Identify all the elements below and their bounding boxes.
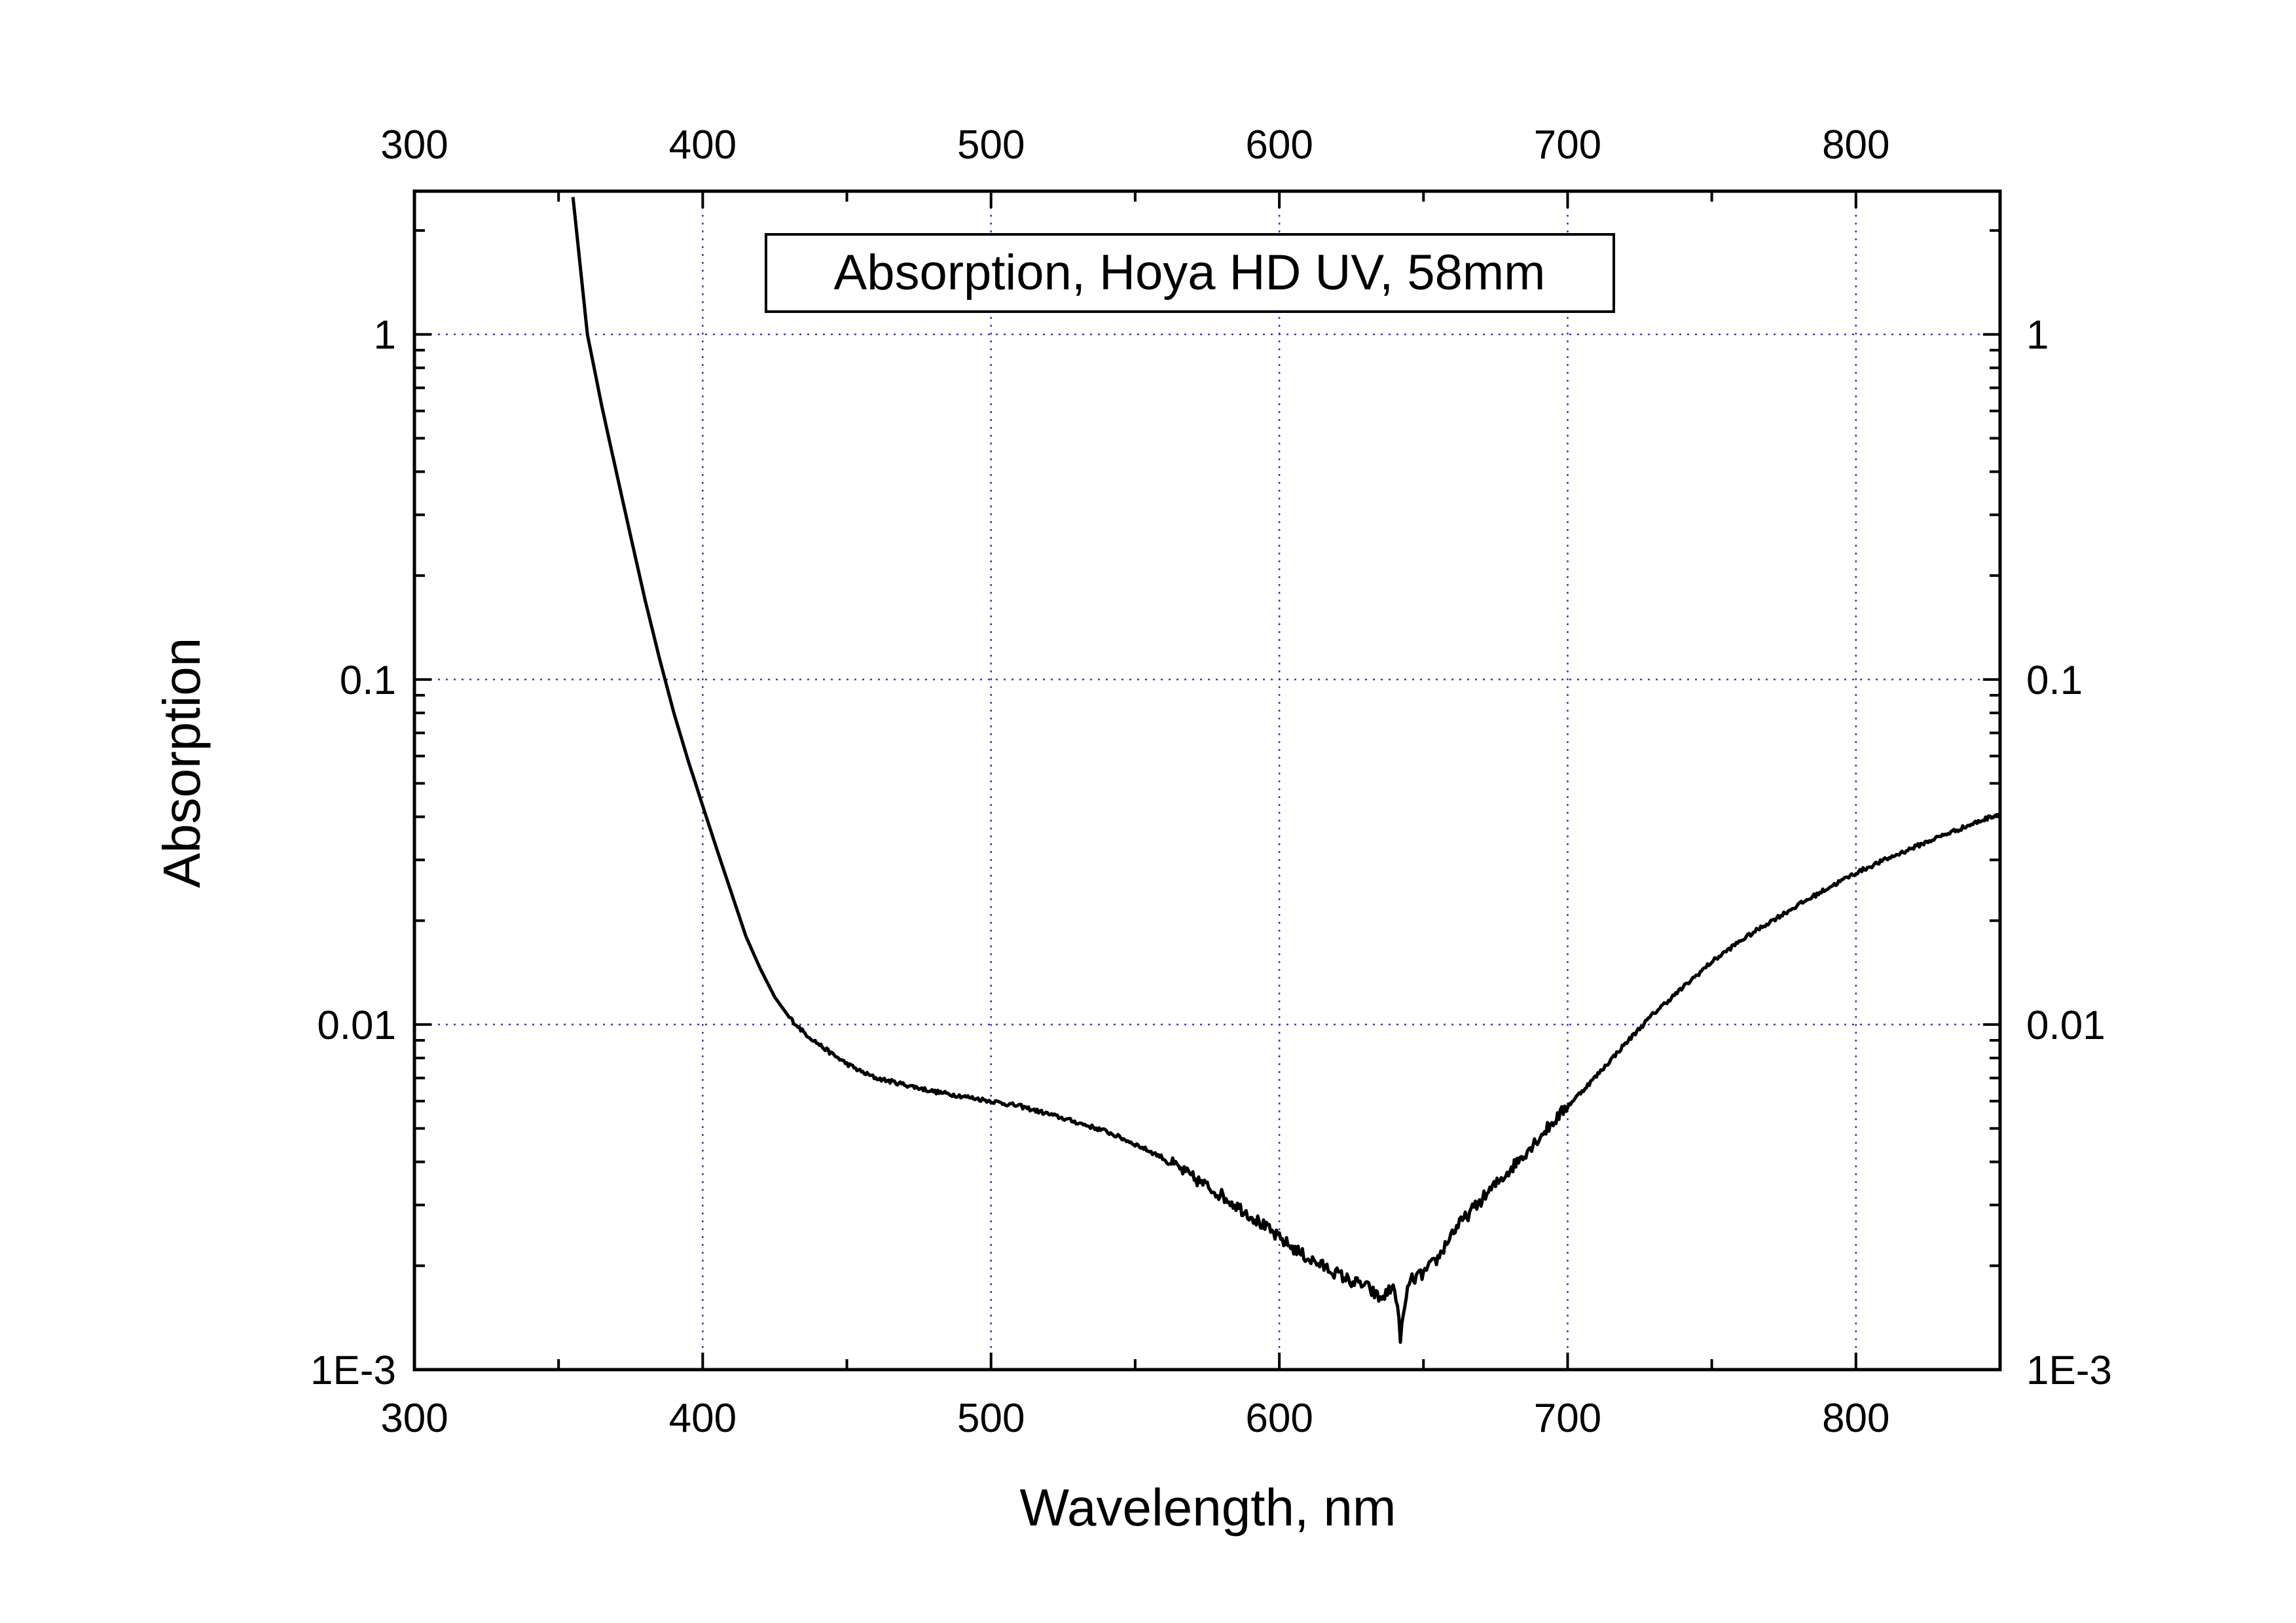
chart-title-box: Absorption, Hoya HD UV, 58mm [765, 233, 1615, 313]
x-tick-label-bottom: 800 [1822, 1396, 1889, 1441]
y-tick-label-right: 0.1 [2026, 658, 2083, 703]
x-axis-title: Wavelength, nm [1019, 1478, 1396, 1537]
x-tick-label-bottom: 300 [380, 1396, 448, 1441]
tick-marks [413, 191, 2001, 1371]
tick-labels: 300 300 400 400 500 500 600 600 700 700 800 800 1E-3… [310, 122, 2112, 1441]
x-tick-label-bottom: 600 [1245, 1396, 1313, 1441]
chart-title: Absorption, Hoya HD UV, 58mm [834, 245, 1546, 301]
x-tick-label-top: 500 [957, 122, 1025, 168]
y-tick-label-left: 1 [374, 313, 396, 358]
title-box-border [765, 233, 1615, 313]
y-tick-label-left: 1E-3 [310, 1348, 396, 1393]
y-axis-title: Absorption [153, 638, 211, 888]
x-tick-label-top: 600 [1245, 122, 1313, 168]
plot-frame [412, 189, 2002, 1372]
x-tick-label-bottom: 500 [957, 1396, 1025, 1441]
x-tick-label-top: 300 [380, 122, 448, 168]
x-tick-label-bottom: 700 [1534, 1396, 1601, 1441]
y-tick-label-right: 1 [2026, 313, 2049, 358]
y-tick-label-right: 0.01 [2026, 1003, 2105, 1048]
grid-lines [414, 191, 2000, 1370]
y-tick-label-left: 0.1 [340, 658, 396, 703]
x-tick-label-top: 700 [1534, 122, 1601, 168]
data-series [571, 196, 2001, 1344]
x-tick-label-top: 400 [669, 122, 737, 168]
axes [412, 189, 2002, 1372]
y-tick-label-left: 0.01 [317, 1003, 396, 1048]
series-line-0 [571, 196, 2001, 1344]
x-tick-label-bottom: 400 [669, 1396, 737, 1441]
y-tick-label-right: 1E-3 [2026, 1348, 2112, 1393]
x-tick-label-top: 800 [1822, 122, 1889, 168]
